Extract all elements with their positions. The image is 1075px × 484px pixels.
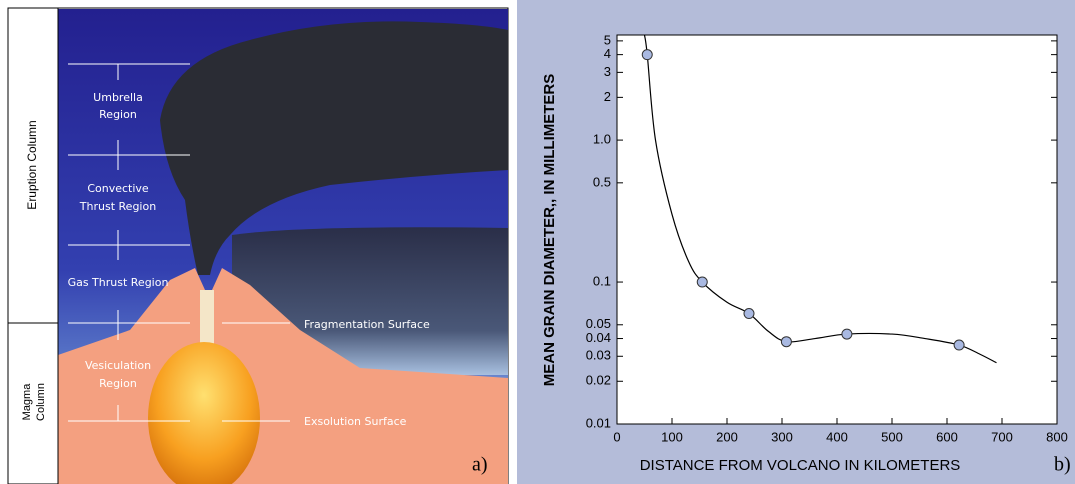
ash-cloud — [160, 21, 508, 276]
x-tick-label: 100 — [661, 429, 683, 444]
data-point — [743, 308, 755, 320]
region-label: Thrust Region — [79, 200, 156, 213]
y-tick-label: 5 — [604, 32, 611, 47]
y-tick-label: 0.5 — [593, 174, 611, 189]
region-label: Vesiculation — [85, 359, 151, 372]
x-tick-label: 800 — [1046, 429, 1068, 444]
y-tick-label: 0.05 — [586, 316, 611, 331]
x-tick-label: 400 — [826, 429, 848, 444]
column-label: Eruption Column — [25, 120, 39, 209]
data-point — [696, 276, 708, 288]
y-axis-label: MEAN GRAIN DIAMETER,, IN MILLIMETERS — [541, 74, 558, 387]
x-axis-label: DISTANCE FROM VOLCANO IN KILOMETERS — [640, 457, 961, 474]
column-label: Column — [35, 383, 47, 421]
y-tick-label: 1.0 — [593, 132, 611, 147]
y-tick-label: 3 — [604, 64, 611, 79]
fit-curve — [643, 34, 997, 364]
region-label: Region — [99, 377, 137, 390]
y-tick-label: 0.04 — [586, 330, 611, 345]
panel-label: b) — [1054, 454, 1071, 476]
data-point — [953, 339, 965, 351]
region-label: Umbrella — [93, 91, 143, 104]
magma-chamber — [148, 342, 260, 484]
diagram: Eruption Column Magma Column Umbrella Re… — [7, 7, 509, 484]
column-label: Magma — [21, 383, 33, 421]
x-tick-label: 700 — [991, 429, 1013, 444]
y-tick-label: 0.01 — [586, 415, 611, 430]
surface-label: Fragmentation Surface — [304, 318, 430, 331]
y-tick-label: 0.03 — [586, 348, 611, 363]
x-tick-label: 200 — [716, 429, 738, 444]
region-label: Convective — [87, 182, 149, 195]
y-tick-label: 0.1 — [593, 273, 611, 288]
panel-label: a) — [472, 454, 488, 476]
x-tick-label: 0 — [613, 429, 620, 444]
x-tick-label: 500 — [881, 429, 903, 444]
region-label: Gas Thrust Region — [68, 276, 169, 289]
surface-label: Exsolution Surface — [304, 415, 407, 428]
y-tick-label: 0.02 — [586, 373, 611, 388]
y-tick-label: 4 — [604, 46, 611, 61]
x-tick-label: 300 — [771, 429, 793, 444]
guides — [68, 63, 290, 422]
plot-area — [616, 34, 1058, 425]
data-point — [641, 49, 653, 61]
y-tick-label: 2 — [604, 89, 611, 104]
x-tick-label: 600 — [936, 429, 958, 444]
region-label: Region — [99, 108, 137, 121]
data-point — [780, 336, 792, 348]
data-point — [841, 328, 853, 340]
chart: MEAN GRAIN DIAMETER,, IN MILLIMETERS DIS… — [517, 0, 1075, 484]
